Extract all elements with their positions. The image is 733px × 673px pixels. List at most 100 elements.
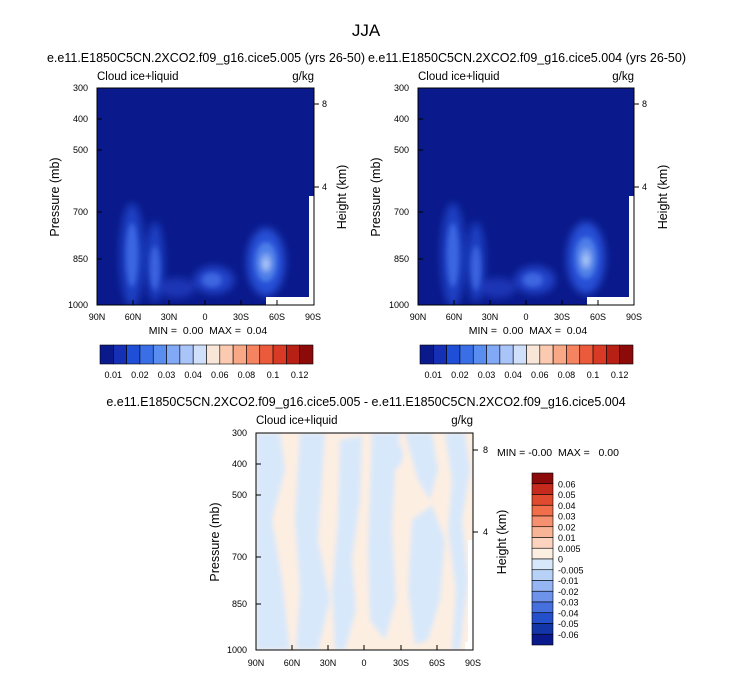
colorbar-label: 0 xyxy=(558,555,563,565)
colorbar-label: 0.1 xyxy=(587,370,600,380)
colorbar-swatch xyxy=(246,344,261,365)
colorbar-swatch xyxy=(552,344,567,365)
colorbar-swatch xyxy=(606,344,620,365)
colorbar-top-right: 0.01 0.02 0.03 0.04 0.06 0.08 0.1 0.12 xyxy=(419,344,634,380)
colorbar-label: 0.12 xyxy=(291,370,309,380)
colorbar-label: 0.03 xyxy=(478,370,496,380)
panel-2-xtick: 60S xyxy=(590,312,606,322)
colorbar-label: 0.03 xyxy=(558,512,576,522)
colorbar-swatch xyxy=(192,344,207,365)
colorbar-swatch xyxy=(531,526,554,538)
panel-3-ytick: 1000 xyxy=(227,645,247,655)
panel-2-missing-surface xyxy=(587,297,634,305)
colorbar-swatch xyxy=(531,580,554,592)
colorbar-swatch xyxy=(232,344,247,365)
panel-2-left-label: Cloud ice+liquid xyxy=(418,71,500,83)
colorbar-swatch xyxy=(531,537,554,549)
panel-3-xtick: 90S xyxy=(465,658,481,668)
figure-title: JJA xyxy=(352,21,381,40)
colorbar-swatch xyxy=(139,344,154,365)
panel-1-field xyxy=(97,88,314,305)
colorbar-label: 0.04 xyxy=(558,501,576,511)
panel-1-xtick: 60S xyxy=(269,312,285,322)
colorbar-swatch xyxy=(206,344,221,365)
colorbar-label: 0.02 xyxy=(131,370,149,380)
colorbar-label: 0.08 xyxy=(558,370,576,380)
panel-2-missing-top xyxy=(629,196,634,297)
panel-3-left-label: Cloud ice+liquid xyxy=(256,415,338,427)
colorbar-swatch xyxy=(126,344,141,365)
panel-2-ytick: 850 xyxy=(394,254,409,264)
panel-2-title: e.e11.E1850C5CN.2XCO2.f09_g16.cice5.004 … xyxy=(368,51,686,65)
panel-3-xtick: 90N xyxy=(248,658,265,668)
colorbar-swatch xyxy=(499,344,514,365)
panel-3-ytick: 400 xyxy=(232,459,247,469)
panel-3-xtick: 0 xyxy=(361,658,366,668)
colorbar-swatch xyxy=(286,344,300,365)
colorbar-label: 0.06 xyxy=(558,479,576,489)
panel-3-ylabel: Pressure (mb) xyxy=(208,502,222,581)
panel-3-negative-region xyxy=(445,433,470,650)
panel-1-missing-surface xyxy=(266,297,314,305)
colorbar-label: -0.04 xyxy=(558,608,579,618)
panel-1-ytick: 300 xyxy=(73,83,88,93)
colorbar-label: 0.12 xyxy=(611,370,629,380)
panel-1-right-label: g/kg xyxy=(292,71,314,83)
colorbar-swatch xyxy=(531,547,554,560)
colorbar-difference: 0.060.050.040.030.020.010.0050-0.005-0.0… xyxy=(531,472,584,646)
colorbar-label: 0.08 xyxy=(238,370,256,380)
panel-2-xtick: 0 xyxy=(523,312,528,322)
panel-2-ytick: 1000 xyxy=(389,300,409,310)
colorbar-swatch xyxy=(531,601,554,614)
panel-3-negative-region xyxy=(383,441,403,469)
colorbar-swatch xyxy=(531,558,554,571)
colorbar-label: -0.01 xyxy=(558,576,579,586)
panel-1: e.e11.E1850C5CN.2XCO2.f09_g16.cice5.005 … xyxy=(47,51,365,337)
colorbar-label: 0.005 xyxy=(558,544,581,554)
panel-1-left-label: Cloud ice+liquid xyxy=(97,71,179,83)
panel-3-stats: MIN = -0.00 MAX = 0.00 xyxy=(497,447,619,459)
panel-3-missing-top xyxy=(468,540,473,642)
panel-3-negative-region xyxy=(295,433,330,650)
panel-3-field xyxy=(256,433,473,650)
panel-1-y2tick: 4 xyxy=(322,182,327,192)
panel-2-yticks: 300 400 500 700 850 1000 xyxy=(389,83,423,310)
colorbar-swatch xyxy=(433,344,447,365)
panel-2-xtick: 90N xyxy=(410,312,427,322)
panel-2-xtick: 30N xyxy=(482,312,499,322)
colorbar-swatch xyxy=(472,344,487,365)
panel-3-negative-region xyxy=(368,433,400,640)
colorbar-swatch xyxy=(526,344,541,365)
colorbar-label: 0.02 xyxy=(451,370,469,380)
colorbar-swatch xyxy=(419,344,434,365)
panel-1-ytick: 500 xyxy=(73,145,88,155)
colorbar-swatch xyxy=(566,344,581,365)
colorbar-swatch xyxy=(152,344,167,365)
colorbar-label: -0.005 xyxy=(558,565,584,575)
panel-1-ylabel: Pressure (mb) xyxy=(48,157,62,236)
panel-1-xtick: 90S xyxy=(305,312,321,322)
colorbar-swatch xyxy=(512,344,527,365)
panel-1-xtick: 90N xyxy=(89,312,106,322)
panel-1-cloud-15n xyxy=(159,278,195,298)
colorbar-swatch xyxy=(486,344,501,365)
colorbar-swatch xyxy=(579,344,594,365)
colorbar-swatch xyxy=(166,344,181,365)
colorbar-swatch xyxy=(299,344,314,365)
panel-2-xtick: 90S xyxy=(626,312,642,322)
colorbar-label: 0.02 xyxy=(558,522,576,532)
panel-2-y2label: Height (km) xyxy=(656,165,670,230)
panel-3: e.e11.E1850C5CN.2XCO2.f09_g16.cice5.005 … xyxy=(106,395,625,668)
panel-1-stats: MIN = 0.00 MAX = 0.04 xyxy=(149,325,268,337)
panel-3-ytick: 500 xyxy=(232,490,247,500)
colorbar-label: 0.01 xyxy=(558,533,576,543)
panel-3-yticks: 300 400 500 700 850 1000 xyxy=(227,428,261,655)
colorbar-swatch xyxy=(531,569,554,581)
colorbar-label: -0.03 xyxy=(558,598,579,608)
colorbar-swatch xyxy=(459,344,474,365)
panel-3-xtick: 30S xyxy=(393,658,409,668)
panel-2-field xyxy=(418,88,634,305)
panel-3-negative-region xyxy=(332,436,362,650)
panel-1-yticks: 300 400 500 700 850 1000 xyxy=(68,83,102,310)
